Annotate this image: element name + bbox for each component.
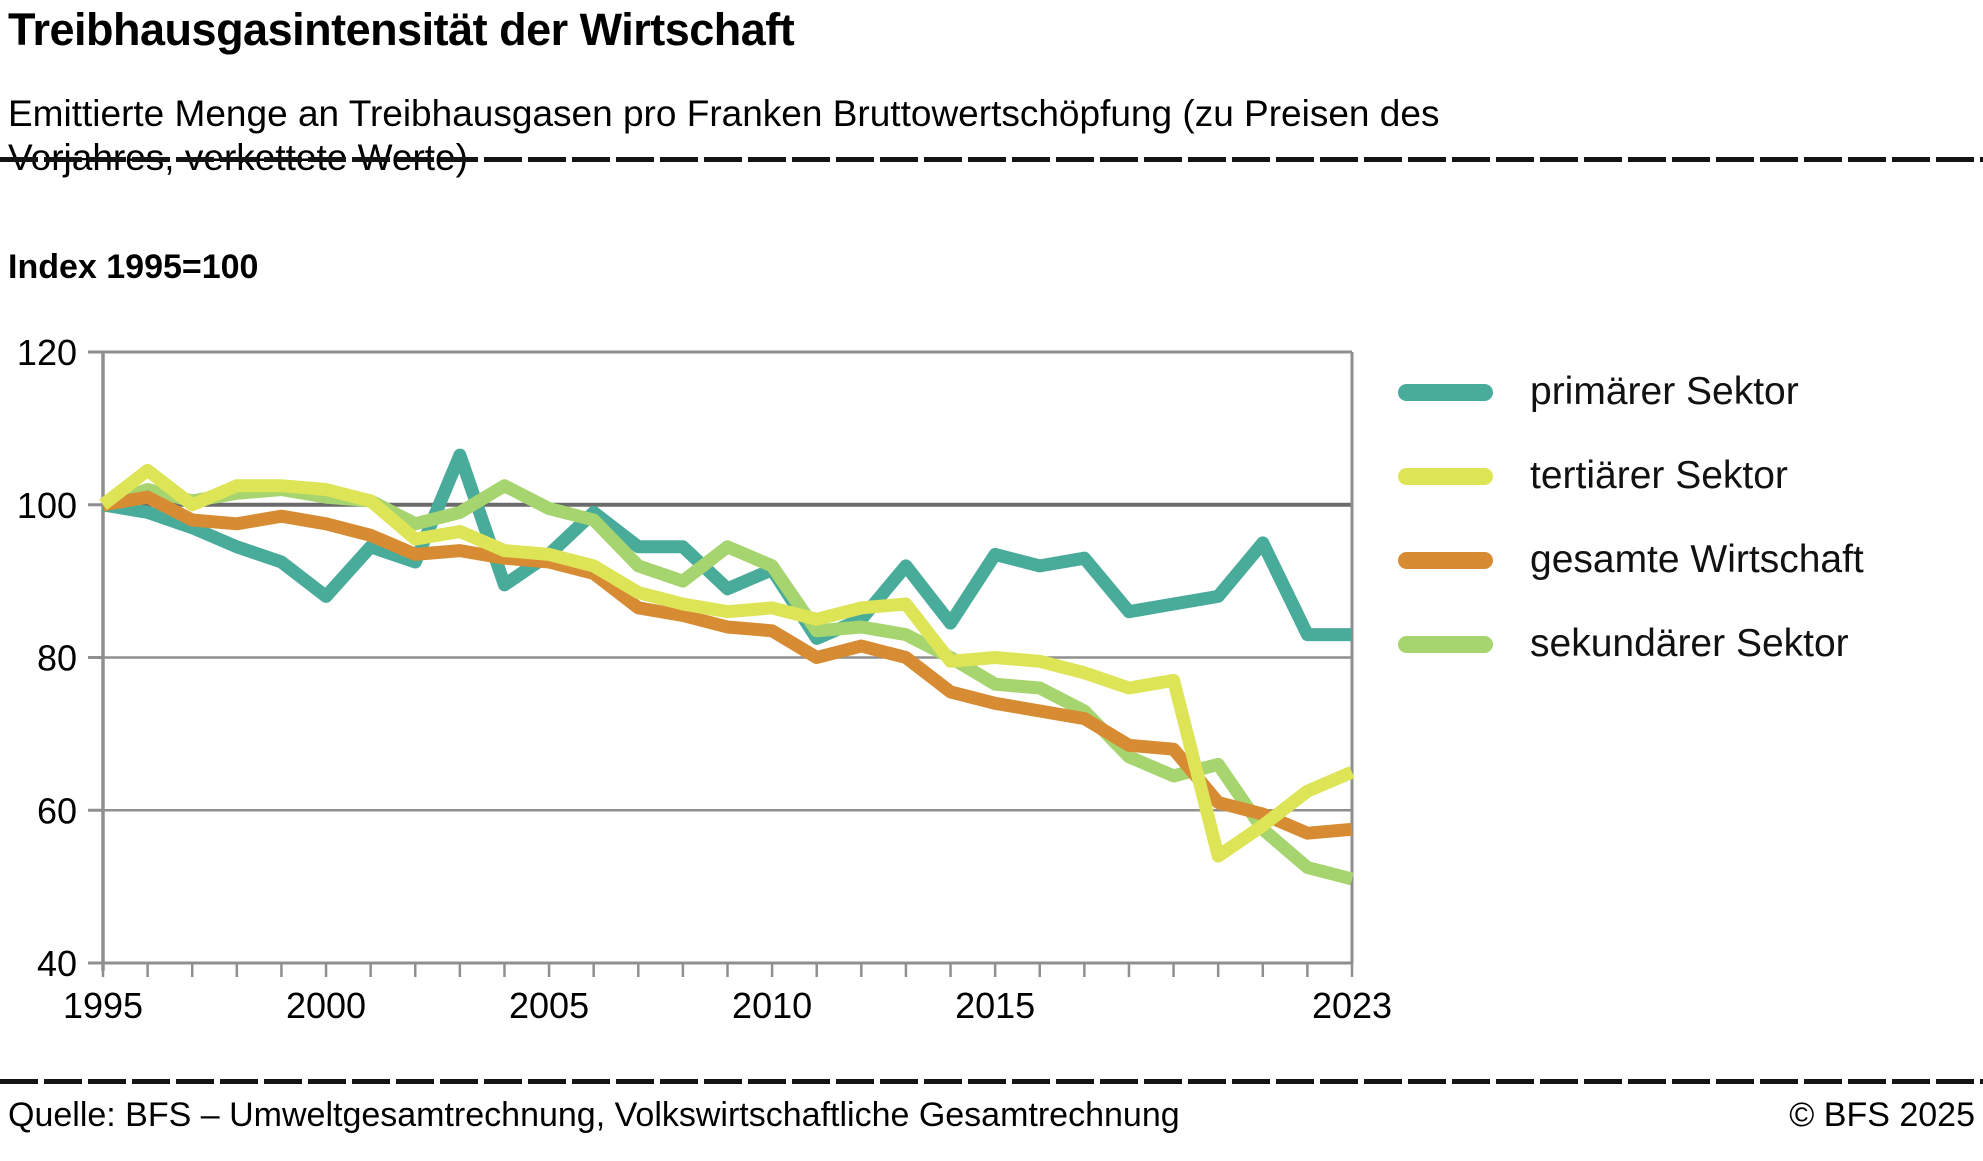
series-line-gesamte-Wirtschaft (101, 490, 1353, 840)
copyright-note: © BFS 2025 (1789, 1096, 1975, 1134)
legend: primärer Sektor tertiärer Sektor gesamte W… (1398, 350, 1864, 686)
legend-swatch-icon (1398, 383, 1493, 401)
legend-label: gesamte Wirtschaft (1530, 538, 1864, 581)
legend-swatch-icon (1398, 635, 1493, 653)
top-divider (0, 157, 1983, 162)
x-tick-label-2010: 2010 (732, 985, 812, 1026)
legend-label: sekundärer Sektor (1530, 622, 1849, 665)
legend-swatch-icon (1398, 467, 1493, 485)
x-tick-label-2005: 2005 (509, 985, 589, 1026)
legend-item-primärer-Sektor: primärer Sektor (1398, 350, 1864, 434)
series-line-tertiärer-Sektor (99, 463, 1355, 863)
footer: Quelle: BFS – Umweltgesamtrechnung, Volk… (8, 1096, 1975, 1135)
source-note: Quelle: BFS – Umweltgesamtrechnung, Volk… (8, 1096, 1180, 1134)
page-title: Treibhausgasintensität der Wirtschaft (8, 4, 795, 55)
y-tick-label-60: 60 (37, 790, 77, 831)
y-tick-label-100: 100 (17, 485, 77, 526)
x-tick-label-2000: 2000 (286, 985, 366, 1026)
y-tick-label-80: 80 (37, 638, 77, 679)
y-tick-label-120: 120 (17, 332, 77, 373)
bottom-divider (0, 1079, 1983, 1084)
x-tick-label-2015: 2015 (955, 985, 1035, 1026)
x-tick-label-2023: 2023 (1312, 985, 1392, 1026)
legend-item-sekundärer-Sektor: sekundärer Sektor (1398, 602, 1864, 686)
legend-label: tertiärer Sektor (1530, 454, 1788, 497)
x-tick-label-1995: 1995 (63, 985, 143, 1026)
y-axis-unit-label: Index 1995=100 (8, 248, 259, 286)
series-line-primärer-Sektor (101, 448, 1352, 645)
legend-item-gesamte-Wirtschaft: gesamte Wirtschaft (1398, 518, 1864, 602)
legend-label: primärer Sektor (1530, 370, 1799, 413)
legend-item-tertiärer-Sektor: tertiärer Sektor (1398, 434, 1864, 518)
y-tick-label-40: 40 (37, 943, 77, 984)
legend-swatch-icon (1398, 551, 1493, 569)
